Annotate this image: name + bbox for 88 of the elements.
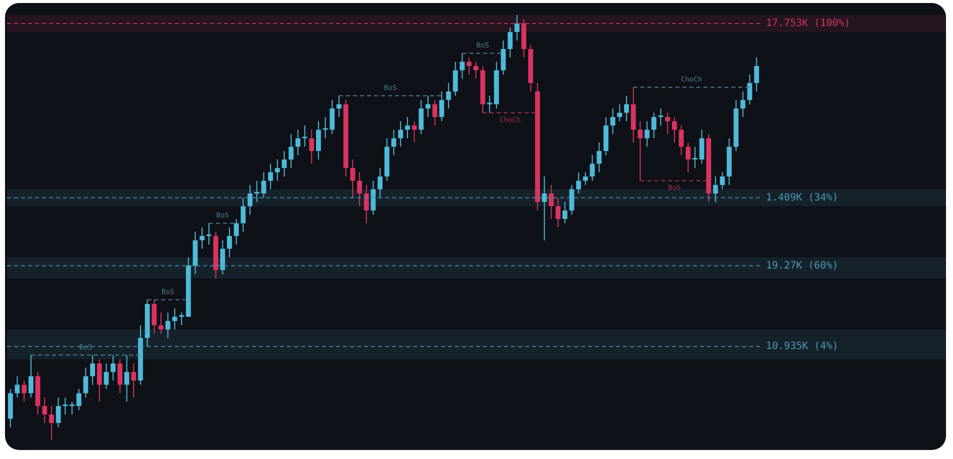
candlestick xyxy=(672,116,677,143)
candlestick xyxy=(302,125,308,148)
candlestick xyxy=(590,154,595,182)
candlestick xyxy=(110,354,116,381)
candlestick xyxy=(562,202,568,224)
candlestick xyxy=(508,27,513,58)
candlestick xyxy=(104,363,109,390)
candlestick xyxy=(596,142,602,173)
candlestick xyxy=(542,176,547,241)
candlestick xyxy=(391,129,396,156)
candlestick xyxy=(651,112,656,139)
candlestick xyxy=(678,125,684,156)
candlestick xyxy=(638,120,643,182)
candlestick xyxy=(446,82,451,109)
candlestick xyxy=(439,91,444,122)
candlestick xyxy=(62,397,68,415)
candlestick xyxy=(200,227,205,250)
candlestick xyxy=(42,397,48,424)
candlestick xyxy=(206,222,212,245)
candlestick xyxy=(500,40,506,75)
candlestick xyxy=(432,100,438,126)
candlestick xyxy=(582,172,588,186)
candlestick xyxy=(274,159,280,182)
candlestick xyxy=(350,159,356,198)
candlestick xyxy=(473,61,478,80)
candlestick xyxy=(610,108,616,134)
candlestick xyxy=(556,197,561,228)
candlestick xyxy=(70,401,74,415)
candlestick xyxy=(49,406,54,440)
candlestick xyxy=(514,14,520,41)
candlestick xyxy=(83,367,88,398)
candlestick xyxy=(172,308,178,330)
candlestick xyxy=(665,112,670,134)
candlestick xyxy=(398,120,404,148)
candlestick xyxy=(378,168,383,198)
candlestick xyxy=(76,388,82,411)
candlestick xyxy=(658,108,664,126)
candlestick xyxy=(220,240,226,275)
candlestick xyxy=(158,312,164,334)
candlestick xyxy=(165,312,170,338)
candlestick xyxy=(686,142,691,173)
candlestick xyxy=(412,120,417,143)
candlestick xyxy=(336,95,342,118)
candlestick xyxy=(234,218,239,245)
candlestick xyxy=(240,197,246,232)
candlestick xyxy=(754,57,760,92)
candlestick xyxy=(713,176,718,202)
candlestick xyxy=(624,95,629,122)
candlestick xyxy=(28,354,34,398)
candlestick xyxy=(90,354,96,386)
candlestick xyxy=(617,104,622,122)
ref-line-label: 17.753K (100%) xyxy=(766,18,850,30)
candlestick xyxy=(152,299,157,334)
candlestick xyxy=(295,129,300,156)
candlestick xyxy=(576,172,582,194)
candlestick xyxy=(316,120,321,160)
candlestick xyxy=(426,95,430,118)
candlestick xyxy=(117,358,122,394)
candlestick xyxy=(14,376,20,398)
ref-line-label: 10.935K (4%) xyxy=(766,341,838,352)
candlestick xyxy=(56,397,61,428)
candlestick xyxy=(466,57,472,75)
candlestick xyxy=(124,354,130,402)
candlestick xyxy=(460,52,465,80)
ref-line-label: 1.409K (34%) xyxy=(766,192,838,204)
candlestick xyxy=(699,129,704,164)
candlestick xyxy=(96,358,102,402)
candlestick xyxy=(309,129,314,164)
candlestick xyxy=(357,172,362,207)
candlestick xyxy=(692,146,698,168)
candlestick xyxy=(268,163,274,190)
candlestick xyxy=(548,184,554,220)
candlestick xyxy=(404,116,410,139)
candlestick xyxy=(282,150,287,177)
candlestick xyxy=(248,184,252,216)
candlestick xyxy=(720,172,725,190)
candlestick xyxy=(418,100,424,134)
candlestick xyxy=(487,95,492,114)
candlestick xyxy=(288,134,294,168)
candlestick xyxy=(644,120,650,148)
candlestick xyxy=(179,312,184,326)
candlestick xyxy=(740,91,746,118)
ref-line-label: 19.27K (60%) xyxy=(766,260,838,272)
candlestick xyxy=(452,61,458,96)
candlestick xyxy=(22,380,27,402)
candlestick xyxy=(131,363,136,398)
candlestick xyxy=(364,184,369,224)
candlestick xyxy=(227,227,232,258)
